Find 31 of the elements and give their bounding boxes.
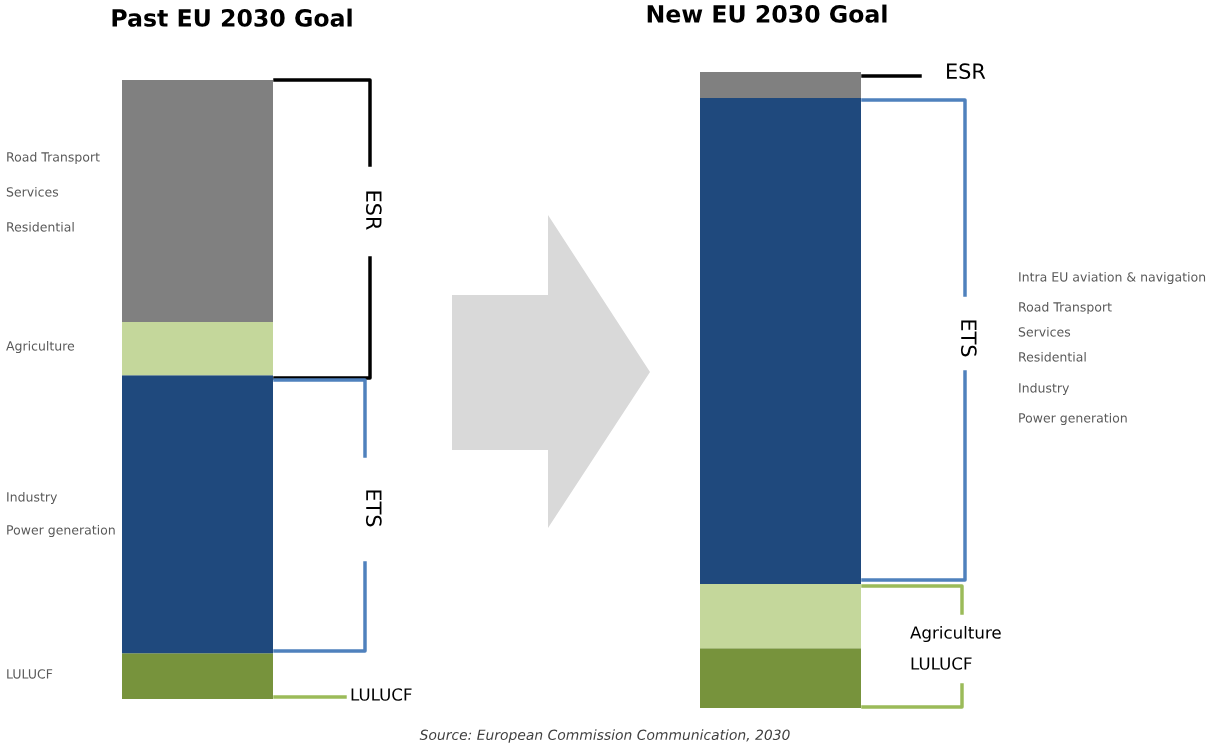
source-note: Source: European Commission Communication, 2030 [419, 729, 790, 743]
text: LULUCF [911, 657, 972, 670]
text: ETS [960, 320, 977, 357]
bar [122, 322, 273, 376]
chart-title: Past EU 2030 Goal [112, 8, 352, 27]
text: Road Transport [1019, 301, 1112, 315]
text: LULUCF [351, 688, 412, 701]
text: ESR [365, 191, 382, 230]
bar [122, 653, 273, 699]
bar [700, 648, 861, 708]
text: Industry [1019, 382, 1070, 396]
text: Power generation [1019, 412, 1127, 426]
text: Residential [1019, 351, 1086, 362]
text: Residential [7, 221, 74, 232]
bar [700, 72, 861, 99]
text: Agriculture [6, 340, 75, 354]
text: Services [6, 186, 59, 197]
text: Road Transport [7, 151, 100, 165]
text: ESR [947, 63, 986, 80]
bar [122, 375, 273, 654]
text: Industry [7, 491, 58, 505]
bar [122, 80, 273, 323]
bar [700, 98, 861, 584]
text: Agriculture [910, 625, 1001, 643]
text: ETS [365, 490, 382, 527]
text: Power generation [7, 524, 115, 538]
text: LULUCF [7, 669, 53, 679]
chart-title: New EU 2030 Goal [647, 4, 887, 23]
text: Intra EU aviation & navigation [1019, 271, 1206, 285]
bar [700, 583, 861, 649]
text: Services [1018, 326, 1071, 337]
